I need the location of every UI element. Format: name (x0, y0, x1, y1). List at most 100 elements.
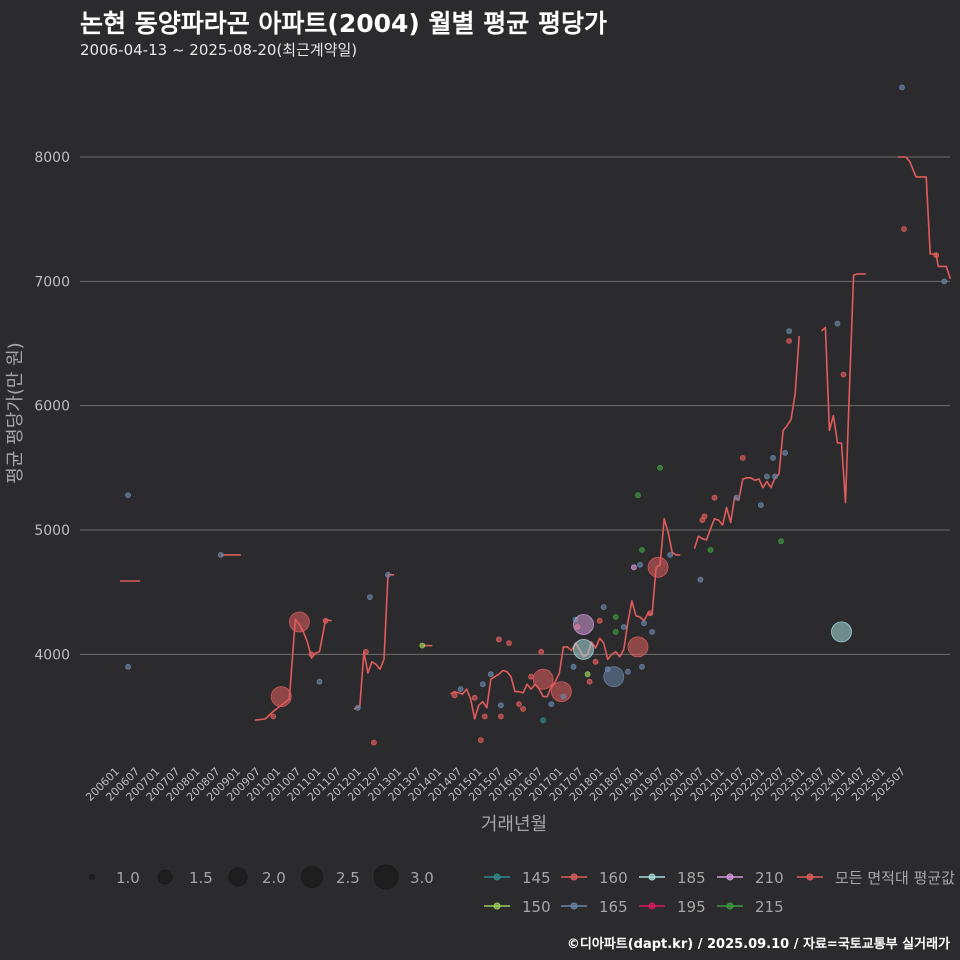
legend-area-label-5: 195 (677, 898, 706, 916)
data-point-15 (451, 692, 458, 699)
data-point-52 (627, 636, 649, 658)
data-point-6 (308, 651, 315, 658)
y-axis-ticks: 4000 5000 6000 7000 8000 (34, 150, 70, 663)
legend-area-label-0: 145 (522, 869, 551, 887)
data-point-50 (625, 668, 631, 675)
data-point-41 (586, 678, 593, 685)
legend-area-dot-3 (570, 902, 578, 910)
data-point-7 (316, 678, 323, 685)
y-tick-8000: 8000 (34, 150, 70, 166)
legend-area-dot-6 (726, 873, 734, 881)
avg-line-segment-3 (353, 574, 395, 710)
data-point-18 (477, 737, 484, 743)
avg-line-segment-5 (450, 518, 681, 720)
data-point-46 (603, 666, 625, 688)
data-point-49 (620, 624, 627, 630)
data-point-19 (479, 681, 486, 688)
data-point-42 (592, 658, 599, 665)
data-point-78 (834, 320, 841, 327)
data-point-71 (764, 473, 770, 480)
legend-area-dot-1 (493, 902, 501, 910)
avg-line-segment-7 (820, 273, 866, 504)
data-point-20 (481, 713, 488, 720)
data-point-53 (635, 492, 641, 499)
legend-area-dot-5 (648, 902, 656, 910)
y-tick-5000: 5000 (34, 523, 70, 539)
data-point-43 (596, 617, 603, 624)
legend-area-dot-4 (648, 873, 656, 881)
legend-area-label-2: 160 (599, 869, 628, 887)
data-point-61 (657, 464, 663, 471)
data-point-40 (584, 671, 591, 678)
data-point-10 (362, 648, 369, 655)
data-point-62 (667, 552, 674, 558)
data-point-82 (901, 226, 907, 233)
data-point-12 (370, 739, 377, 746)
chart-subtitle: 2006-04-13 ~ 2025-08-20(최근계약일) (80, 41, 358, 59)
legend-area-label-3: 165 (599, 898, 628, 916)
data-point-34 (560, 693, 567, 700)
legend-area-dot-7 (726, 902, 734, 910)
legend-size: 1.0 1.5 2.0 2.5 3.0 (89, 864, 434, 890)
data-point-4 (270, 686, 292, 707)
legend-size-label-2.0: 2.0 (262, 869, 286, 887)
data-point-80 (840, 371, 847, 378)
x-axis-title: 거래년월 (481, 814, 547, 835)
data-point-38 (573, 639, 594, 660)
legend-size-key-2.5 (301, 866, 323, 888)
avg-line-segment-8 (897, 156, 952, 280)
data-point-76 (786, 328, 792, 335)
legend-area-label-4: 185 (677, 869, 706, 887)
avg-line-segment-6 (693, 336, 800, 549)
data-point-74 (778, 538, 784, 545)
y-tick-6000: 6000 (34, 399, 70, 415)
data-point-83 (933, 252, 940, 259)
legend-size-key-1.5 (157, 869, 173, 885)
grid-lines (80, 156, 950, 655)
legend-area-dot-8 (806, 873, 814, 881)
data-point-77 (786, 338, 792, 344)
data-point-24 (497, 702, 504, 709)
data-point-73 (772, 473, 778, 480)
data-point-39 (573, 614, 594, 635)
source-caption: ©디아파트(dapt.kr) / 2025.09.10 / 자료=국토교통부 실… (566, 937, 950, 952)
data-point-14 (419, 642, 426, 649)
data-point-57 (641, 620, 647, 627)
data-point-70 (758, 502, 764, 509)
legend-area: 145 150 160 165 185 195 210 215 모든 면적대 평균값 (484, 869, 955, 916)
data-point-17 (471, 694, 478, 701)
data-point-54 (637, 561, 643, 568)
data-point-58 (647, 610, 653, 617)
avg-line-segment-2 (254, 618, 332, 721)
data-point-75 (782, 449, 788, 456)
data-point-56 (639, 663, 645, 670)
legend-size-key-2.0 (228, 867, 248, 887)
data-point-65 (701, 513, 708, 520)
data-point-35 (570, 663, 577, 670)
data-point-29 (538, 648, 545, 655)
legend-size-label-1.0: 1.0 (116, 869, 140, 887)
data-point-5 (288, 611, 310, 633)
legend-area-label-1: 150 (522, 898, 551, 916)
chart-title: 논현 동양파라곤 아파트(2004) 월별 평균 평당가 (80, 9, 607, 38)
legend-size-label-2.5: 2.5 (336, 869, 360, 887)
data-point-68 (733, 494, 740, 501)
data-point-9 (354, 704, 361, 711)
legend-size-label-1.5: 1.5 (189, 869, 213, 887)
legend-size-label-3.0: 3.0 (410, 869, 434, 887)
data-point-1 (125, 663, 132, 670)
data-point-25 (506, 640, 512, 646)
data-point-13 (385, 571, 391, 578)
data-point-67 (711, 494, 718, 501)
data-point-48 (612, 614, 619, 620)
data-point-33 (551, 681, 572, 702)
data-point-55 (639, 547, 645, 553)
data-point-0 (125, 492, 132, 499)
data-point-84 (941, 278, 948, 285)
data-point-30 (540, 717, 547, 724)
data-point-16 (457, 686, 464, 692)
data-point-26 (516, 701, 522, 707)
data-point-22 (495, 636, 502, 643)
